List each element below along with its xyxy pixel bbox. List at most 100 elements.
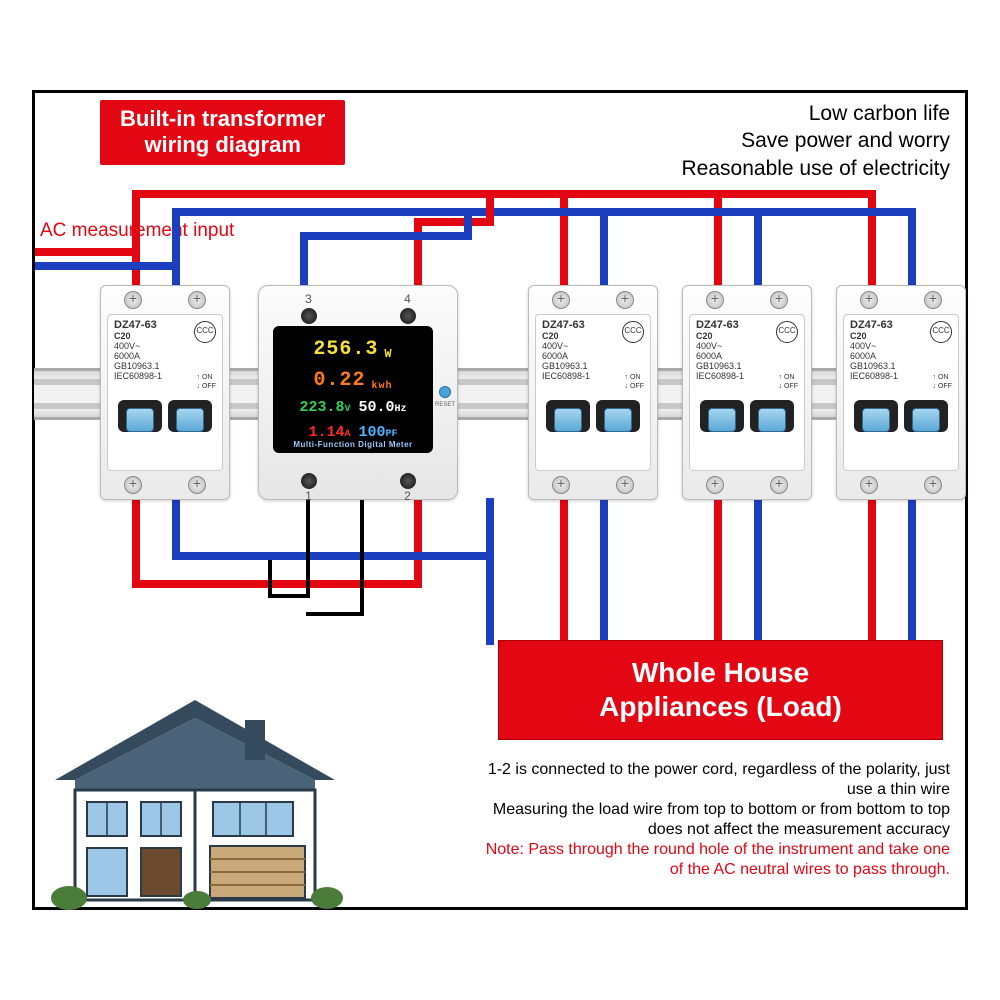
breaker-1: CCC DZ47-63 C20 400V~ 6000A GB10963.1 IE… <box>100 285 230 500</box>
off-label: ↓ OFF <box>779 382 798 391</box>
wire-b4-out-live <box>868 498 876 645</box>
wire-neu-drop-3 <box>754 208 762 288</box>
ccc-mark-icon: CCC <box>930 321 952 343</box>
digital-meter: 3 4 256.3 W 0.22 kwh 223.8V 50.0Hz 1.14A… <box>258 285 458 500</box>
wire-bus-live-h <box>132 190 876 198</box>
breaker-spec3: GB10963.1 <box>542 361 644 371</box>
breaker-spec3: GB10963.1 <box>114 361 216 371</box>
wire-meter-live-up-v2 <box>486 190 494 226</box>
wire-neu-drop-2 <box>600 208 608 288</box>
wire-ac-neutral <box>35 262 180 270</box>
amp-unit: A <box>344 429 350 440</box>
desc-5: Note: Pass through the round hole of the… <box>355 840 950 860</box>
breaker-spec1: 400V~ <box>850 341 952 351</box>
wire-meter-live-up <box>414 218 422 290</box>
wire-meter-in-live-v <box>414 498 422 588</box>
pf-value: 100 <box>359 424 386 441</box>
wire-live-drop-4 <box>868 190 876 288</box>
on-label: ↑ ON <box>779 373 798 382</box>
breaker-spec2: 6000A <box>542 351 644 361</box>
wire-meter-1h <box>268 594 310 598</box>
desc-1: 1-2 is connected to the power cord, rega… <box>355 760 950 780</box>
wire-b1-out-live-v <box>132 498 140 588</box>
wire-meter-neu-up <box>300 232 308 290</box>
volt-value: 223.8 <box>299 399 344 416</box>
watts-value: 256.3 <box>313 338 378 361</box>
ccc-mark-icon: CCC <box>776 321 798 343</box>
wire-b1-out-live-h <box>132 580 422 588</box>
title-line1: Built-in transformer <box>120 106 325 131</box>
breaker-spec2: 6000A <box>114 351 216 361</box>
wire-b1-out-neu-v <box>172 498 180 560</box>
title-banner: Built-in transformer wiring diagram <box>100 100 345 165</box>
reset-label: RESET <box>435 402 455 408</box>
breaker-spec3: GB10963.1 <box>696 361 798 371</box>
ccc-mark-icon: CCC <box>194 321 216 343</box>
breaker-spec3: GB10963.1 <box>850 361 952 371</box>
ccc-mark-icon: CCC <box>622 321 644 343</box>
breaker-4: CCC DZ47-63 C20 400V~ 6000A GB10963.1 IE… <box>836 285 966 500</box>
term-3-label: 3 <box>301 292 317 306</box>
wire-bus-neu-up <box>172 208 180 262</box>
meter-label: Multi-Function Digital Meter <box>273 440 433 449</box>
wire-bus-live-up <box>132 190 140 248</box>
wire-meter-live-up-h <box>414 218 494 226</box>
description-block: 1-2 is connected to the power cord, rega… <box>355 760 950 880</box>
breaker-spec1: 400V~ <box>542 341 644 351</box>
wire-b1-out-neu-h <box>172 552 494 560</box>
wire-neu-drop-4 <box>908 208 916 288</box>
wire-meter-1 <box>306 498 310 596</box>
wire-live-drop-3 <box>714 190 722 288</box>
wire-meter-1v2 <box>268 560 272 598</box>
on-label: ↑ ON <box>933 373 952 382</box>
breaker-spec1: 400V~ <box>114 341 216 351</box>
term-2-label: 2 <box>400 489 416 503</box>
slogan-2: Save power and worry <box>682 127 950 154</box>
wire-meter-neu-up-v2 <box>464 208 472 240</box>
desc-4: does not affect the measurement accuracy <box>355 820 950 840</box>
wire-live-drop-2 <box>560 190 568 288</box>
hz-value: 50.0 <box>359 399 395 416</box>
amp-value: 1.14 <box>308 424 344 441</box>
breaker-spec1: 400V~ <box>696 341 798 351</box>
off-label: ↓ OFF <box>197 382 216 391</box>
meter-lcd: 256.3 W 0.22 kwh 223.8V 50.0Hz 1.14A 100… <box>273 326 433 453</box>
breaker-spec2: 6000A <box>850 351 952 361</box>
load-line1: Whole House <box>499 656 942 690</box>
wire-b2-out-neu <box>600 498 608 645</box>
on-label: ↑ ON <box>625 373 644 382</box>
kwh-value: 0.22 <box>313 369 365 392</box>
kwh-unit: kwh <box>372 381 393 392</box>
term-4-label: 4 <box>400 292 416 306</box>
hz-unit: Hz <box>395 404 407 415</box>
wire-b3-out-live <box>714 498 722 645</box>
on-label: ↑ ON <box>197 373 216 382</box>
wire-meter-neu-up-h <box>300 232 472 240</box>
wire-b2-out-live <box>560 498 568 645</box>
slogan-block: Low carbon life Save power and worry Rea… <box>682 100 950 182</box>
breaker-2: CCC DZ47-63 C20 400V~ 6000A GB10963.1 IE… <box>528 285 658 500</box>
breaker-3: CCC DZ47-63 C20 400V~ 6000A GB10963.1 IE… <box>682 285 812 500</box>
off-label: ↓ OFF <box>625 382 644 391</box>
desc-2: use a thin wire <box>355 780 950 800</box>
slogan-3: Reasonable use of electricity <box>682 155 950 182</box>
volt-unit: V <box>344 404 350 415</box>
slogan-1: Low carbon life <box>682 100 950 127</box>
desc-6: of the AC neutral wires to pass through. <box>355 860 950 880</box>
reset-button[interactable] <box>439 386 451 398</box>
wire-meter-12h <box>306 612 364 616</box>
term-1-label: 1 <box>301 489 317 503</box>
wire-meter-2 <box>360 498 364 616</box>
wire-ac-live <box>35 248 140 256</box>
off-label: ↓ OFF <box>933 382 952 391</box>
wire-bus-neu-rise <box>486 498 494 645</box>
breaker-spec2: 6000A <box>696 351 798 361</box>
pf-unit: PF <box>386 429 398 440</box>
wire-b3-out-neu <box>754 498 762 645</box>
wire-bus-neu-h <box>172 208 916 216</box>
load-box: Whole House Appliances (Load) <box>498 640 943 740</box>
load-line2: Appliances (Load) <box>499 690 942 724</box>
watts-unit: W <box>384 347 392 361</box>
desc-3: Measuring the load wire from top to bott… <box>355 800 950 820</box>
house-icon <box>45 690 345 910</box>
